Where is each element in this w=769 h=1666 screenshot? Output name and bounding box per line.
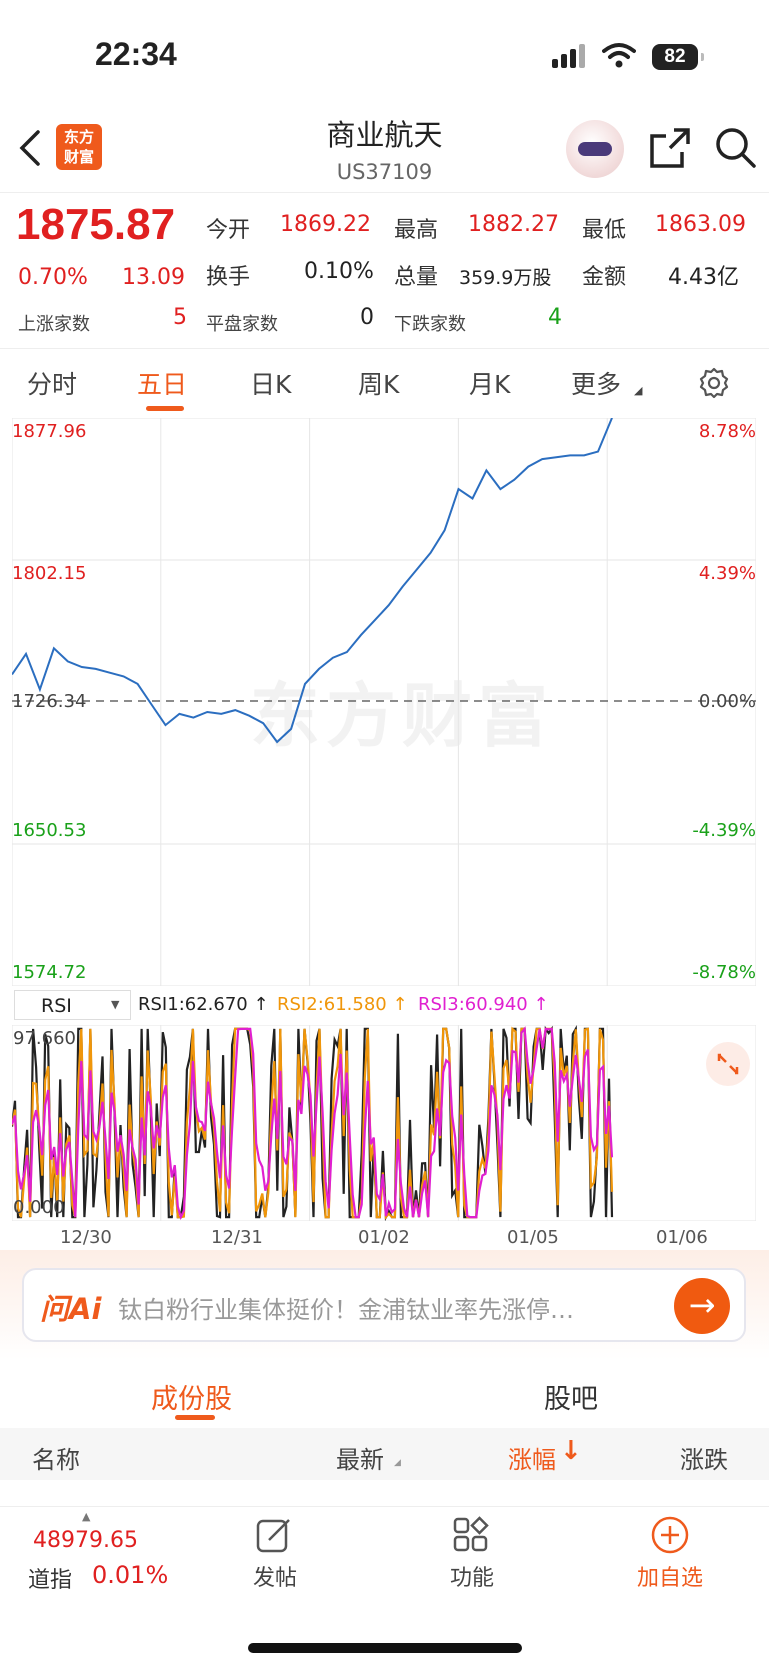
indicator-select[interactable]: RSI (14, 990, 131, 1020)
x-tick: 12/31 (211, 1227, 263, 1248)
low-label: 最低 (582, 218, 627, 243)
apps-icon[interactable] (452, 1516, 490, 1554)
amount-label: 金额 (582, 265, 627, 290)
index-name[interactable]: 道指 (28, 1568, 73, 1593)
ai-logo: 问Ai (40, 1292, 102, 1326)
current-price: 1875.87 (16, 200, 176, 249)
volume-label: 总量 (394, 265, 439, 290)
rsi-y-bottom: 0.000 (13, 1197, 65, 1218)
sort-icon: ◢ (394, 1458, 401, 1468)
open-label: 今开 (206, 218, 251, 243)
tab-constituents[interactable]: 成份股 (151, 1384, 232, 1415)
nav-post[interactable]: 发帖 (252, 1566, 297, 1591)
rsi-y-top: 97.660 (13, 1028, 76, 1049)
caret-up-icon: ▲ (82, 1510, 91, 1523)
amount-value: 4.43亿 (668, 265, 739, 290)
y-tick-left: 1574.72 (12, 962, 87, 983)
back-icon[interactable] (18, 130, 42, 166)
down-count-label: 下跌家数 (394, 314, 466, 335)
page-title: 商业航天 (326, 118, 443, 152)
y-tick-right: -8.78% (692, 962, 756, 983)
flat-count: 0 (360, 305, 374, 330)
rsi-chart[interactable] (12, 1025, 756, 1221)
turnover-label: 换手 (206, 265, 251, 290)
nav-add-watchlist[interactable]: 加自选 (636, 1566, 703, 1591)
y-tick-right: 8.78% (698, 421, 756, 442)
y-tick-left: 1877.96 (12, 421, 87, 442)
battery-indicator: 82 (652, 44, 704, 70)
tab-weekly-k[interactable]: 周K (358, 370, 400, 399)
turnover-value: 0.10% (304, 259, 374, 284)
signal-icon (552, 44, 585, 68)
price-line (12, 418, 613, 744)
high-label: 最高 (394, 218, 439, 243)
tab-more[interactable]: 更多 (571, 370, 622, 399)
open-value: 1869.22 (280, 212, 371, 237)
x-tick: 01/05 (507, 1227, 559, 1248)
rsi1-label: RSI1:62.670 ↑ (138, 994, 269, 1015)
ai-question-box[interactable] (22, 1268, 746, 1342)
rsi3-line (12, 1026, 614, 1221)
y-tick-right: 0.00% (698, 691, 756, 712)
high-value: 1882.27 (468, 212, 559, 237)
rsi2-line (12, 1026, 614, 1220)
share-icon[interactable] (648, 126, 692, 170)
table-header (0, 1428, 769, 1480)
x-tick: 01/06 (656, 1227, 708, 1248)
col-name[interactable]: 名称 (32, 1446, 80, 1474)
tab-five-day[interactable]: 五日 (137, 370, 188, 399)
app-logo: 东方 财富 (56, 124, 102, 170)
index-value[interactable]: 48979.65 (33, 1528, 138, 1553)
col-change[interactable]: 涨跌 (680, 1446, 728, 1474)
low-value: 1863.09 (655, 212, 746, 237)
robot-assistant-icon[interactable] (566, 120, 624, 178)
add-circle-icon[interactable] (650, 1515, 690, 1555)
indicator-dropdown-icon: ▼ (111, 998, 120, 1011)
x-tick: 12/30 (60, 1227, 112, 1248)
y-tick-left: 1726.34 (12, 691, 87, 712)
wifi-icon (602, 43, 636, 68)
x-tick: 01/02 (358, 1227, 410, 1248)
rsi2-label: RSI2:61.580 ↑ (277, 994, 408, 1015)
y-tick-right: -4.39% (692, 820, 756, 841)
stock-code: US37109 (336, 160, 433, 184)
more-dropdown-icon: ◢ (634, 384, 643, 397)
up-count-label: 上涨家数 (18, 314, 90, 335)
index-change[interactable]: 0.01% (92, 1561, 169, 1589)
status-time: 22:34 (95, 36, 177, 72)
expand-icon[interactable] (706, 1042, 750, 1086)
y-tick-right: 4.39% (698, 563, 756, 584)
tab-forum[interactable]: 股吧 (544, 1384, 598, 1415)
rsi3-label: RSI3:60.940 ↑ (418, 994, 549, 1015)
flat-count-label: 平盘家数 (206, 314, 278, 335)
home-indicator (248, 1643, 522, 1653)
price-line-chart[interactable] (12, 418, 756, 986)
nav-function[interactable]: 功能 (449, 1566, 494, 1591)
tab-daily-k[interactable]: 日K (250, 370, 292, 399)
ai-prompt-text[interactable]: 钛白粉行业集体挺价！金浦钛业率先涨停… (118, 1296, 574, 1324)
sort-desc-icon: ↓ (560, 1436, 582, 1466)
tab-intraday[interactable]: 分时 (27, 370, 78, 399)
change-percent: 0.70% (18, 265, 88, 290)
up-count: 5 (173, 305, 187, 330)
search-icon[interactable] (714, 126, 758, 170)
col-latest[interactable]: 最新 (336, 1446, 384, 1474)
sub-tab-underline (175, 1415, 215, 1420)
edit-post-icon[interactable] (255, 1516, 293, 1554)
settings-gear-icon[interactable] (697, 366, 731, 400)
down-count: 4 (548, 305, 562, 330)
y-tick-left: 1802.15 (12, 563, 87, 584)
tab-monthly-k[interactable]: 月K (469, 370, 511, 399)
bottom-bar (0, 1506, 769, 1666)
y-tick-left: 1650.53 (12, 820, 87, 841)
watermark: 东方财富 (250, 675, 554, 757)
arrow-right-icon[interactable]: → (674, 1278, 730, 1334)
change-value: 13.09 (122, 265, 185, 290)
col-change-pct[interactable]: 涨幅 (508, 1446, 556, 1474)
volume-value: 359.9万股 (459, 267, 552, 289)
tab-active-underline (146, 406, 184, 411)
